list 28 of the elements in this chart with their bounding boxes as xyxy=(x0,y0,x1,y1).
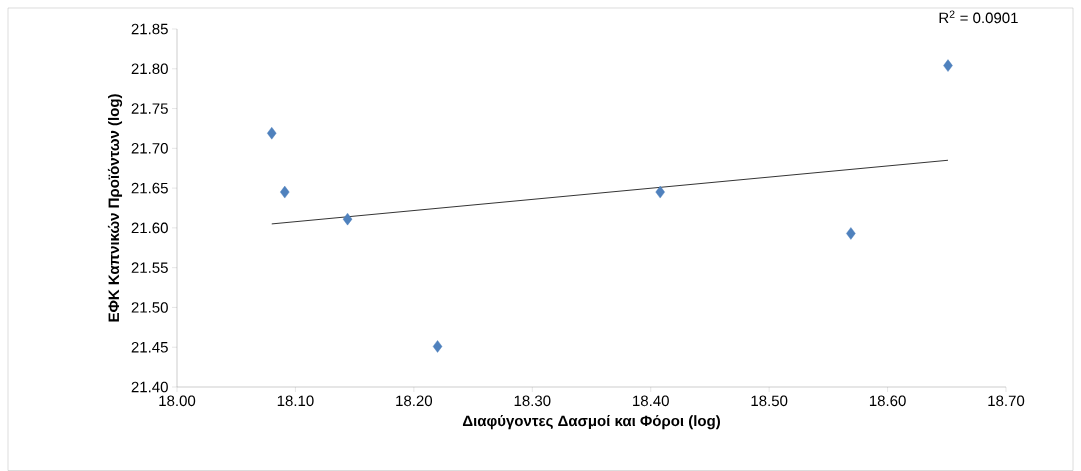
y-tick-label: 21.85 xyxy=(131,23,168,35)
point xyxy=(267,127,277,140)
x-tick-label: 18.30 xyxy=(514,395,551,407)
point xyxy=(846,227,856,240)
y-tick-label: 21.45 xyxy=(131,341,168,353)
point xyxy=(432,340,443,353)
x-tick-label: 18.70 xyxy=(988,395,1025,407)
y-tick-label: 21.55 xyxy=(131,262,168,273)
x-tick-label: 18.60 xyxy=(869,395,906,407)
x-tick-label: 18.20 xyxy=(396,395,433,407)
y-tick-label: 21.75 xyxy=(131,103,168,114)
y-axis-title: ΕΦΚ Καπνικών Προϊόντων (log) xyxy=(107,94,123,322)
point xyxy=(342,212,353,226)
y-tick-label: 21.80 xyxy=(131,63,168,75)
point xyxy=(655,185,665,199)
y-tick-label: 21.70 xyxy=(131,143,168,154)
point xyxy=(280,185,290,199)
y-tick-label: 21.50 xyxy=(131,302,168,313)
y-tick-label: 21.40 xyxy=(131,381,168,393)
text: R$^{2}$ = 0.0901 xyxy=(939,10,1018,24)
x-tick-label: 18.40 xyxy=(633,395,669,407)
x-tick-label: 18.00 xyxy=(159,395,196,407)
y-tick-label: 21.60 xyxy=(131,222,168,234)
y-tick-label: 21.65 xyxy=(131,182,168,194)
x-axis-title: Διαφύγοντες Δασμοί και Φόροι (log) xyxy=(462,414,720,430)
point xyxy=(943,59,953,72)
x-tick-label: 18.10 xyxy=(277,395,314,407)
x-tick-label: 18.50 xyxy=(751,395,788,407)
